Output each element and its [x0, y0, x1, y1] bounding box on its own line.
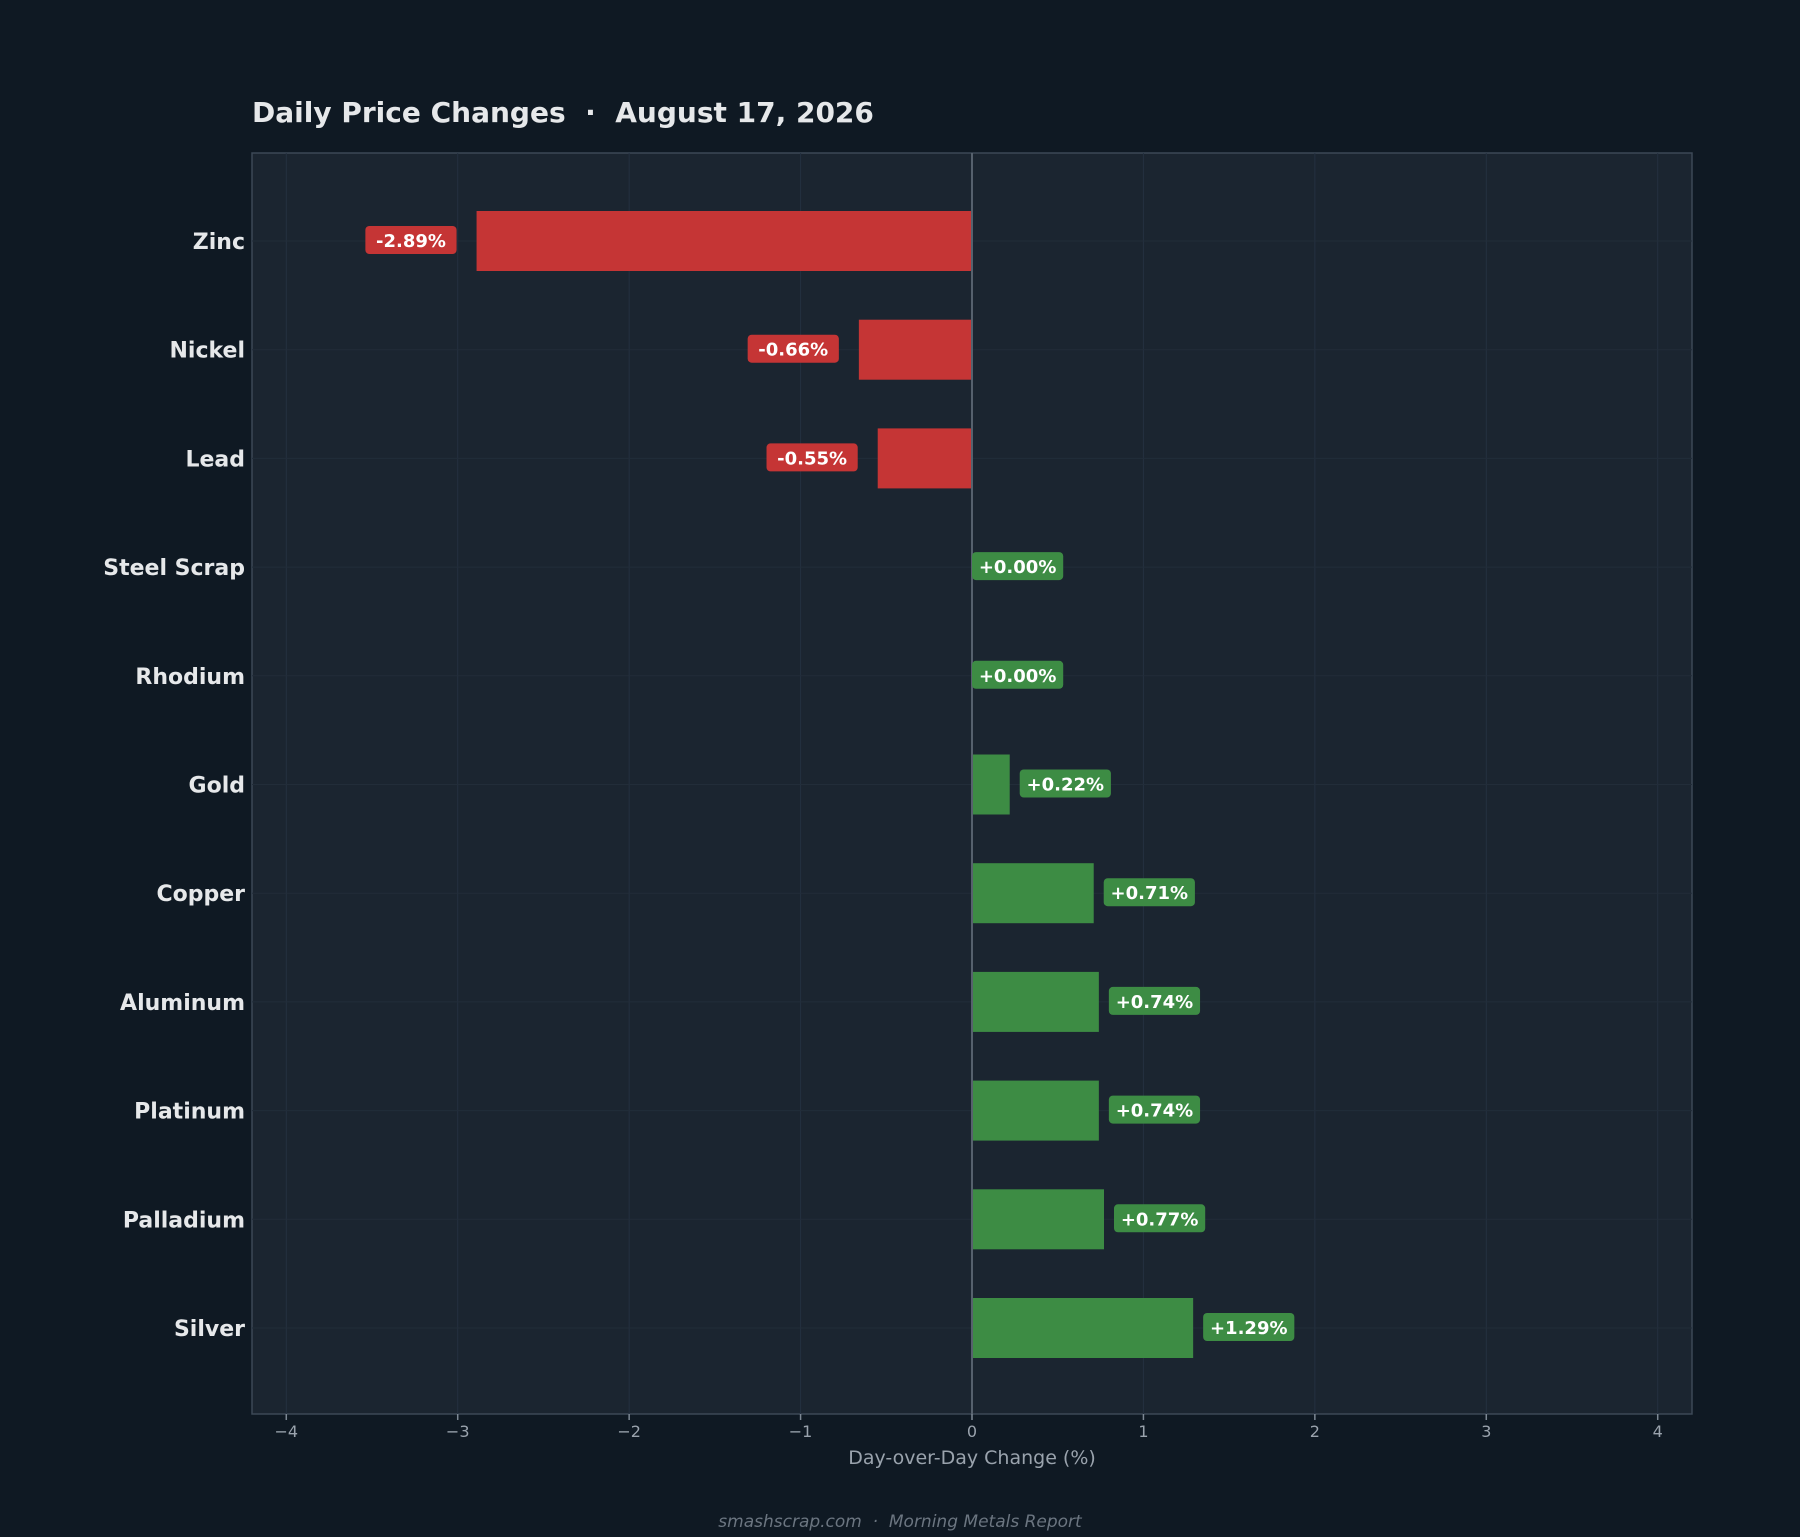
bar	[972, 1298, 1194, 1358]
x-tick-label: 2	[1310, 1422, 1320, 1441]
x-tick-label: −1	[789, 1422, 813, 1441]
x-tick-label: 1	[1138, 1422, 1148, 1441]
value-label: +0.22%	[1027, 775, 1105, 796]
value-label: +0.77%	[1121, 1209, 1199, 1230]
bars	[476, 211, 1194, 1358]
category-label: Platinum	[134, 1100, 245, 1125]
value-label-badge	[766, 443, 858, 472]
bar	[972, 1080, 1099, 1141]
value-label-badge	[747, 334, 839, 363]
value-label: +0.74%	[1116, 992, 1194, 1013]
category-label: Lead	[185, 447, 245, 472]
bar	[972, 1189, 1104, 1250]
bar	[858, 319, 972, 380]
value-label: -2.89%	[376, 231, 446, 252]
bar	[972, 971, 1099, 1032]
category-label: Rhodium	[135, 665, 245, 690]
category-labels: Zinc Nickel Lead Steel Scrap Rhodium Gold Copp…	[103, 230, 245, 1342]
value-label: +0.74%	[1116, 1101, 1194, 1122]
x-tick-label: 4	[1653, 1422, 1663, 1441]
value-label-badge	[1019, 769, 1111, 798]
value-label-badge	[1108, 986, 1201, 1015]
value-label-badge	[972, 660, 1064, 689]
category-label: Nickel	[170, 339, 246, 364]
category-label: Zinc	[193, 230, 245, 255]
category-label: Copper	[156, 882, 245, 907]
value-label-badge	[1108, 1095, 1201, 1124]
x-tick-label: −4	[274, 1422, 298, 1441]
value-label-badge	[1114, 1204, 1206, 1233]
x-axis-ticks: −4 −3 −2 −1 0 1 2 3 4	[274, 1414, 1663, 1441]
value-label: +0.00%	[979, 557, 1057, 578]
value-label-badge	[1203, 1313, 1295, 1341]
value-label-badge	[1103, 878, 1195, 907]
bar	[877, 428, 972, 489]
value-labels: -2.89% -0.66% -0.55% +0.00% +0.00% +0.22% +0.7…	[365, 226, 1295, 1341]
value-label: +0.71%	[1111, 883, 1189, 904]
value-label: +1.29%	[1210, 1318, 1288, 1339]
value-label: -0.66%	[758, 340, 828, 361]
category-label: Gold	[189, 774, 245, 799]
bar	[972, 863, 1094, 924]
value-label-badge	[365, 226, 457, 254]
x-tick-label: −3	[446, 1422, 470, 1441]
value-label: -0.55%	[777, 448, 847, 469]
category-label: Silver	[174, 1317, 245, 1342]
x-axis-title: Day-over-Day Change (%)	[848, 1447, 1096, 1469]
category-label: Aluminum	[120, 991, 245, 1016]
x-tick-label: −2	[617, 1422, 641, 1441]
chart-title: Daily Price Changes · August 17, 2026	[252, 96, 874, 129]
value-label: +0.00%	[979, 666, 1057, 687]
bar	[972, 754, 1010, 815]
footer-text: smashscrap.com · Morning Metals Report	[718, 1512, 1083, 1532]
category-label: Palladium	[123, 1208, 245, 1233]
category-label: Steel Scrap	[103, 556, 245, 581]
x-tick-label: 0	[967, 1422, 977, 1441]
x-tick-label: 3	[1481, 1422, 1491, 1441]
bar	[476, 211, 972, 271]
value-label-badge	[972, 552, 1064, 581]
